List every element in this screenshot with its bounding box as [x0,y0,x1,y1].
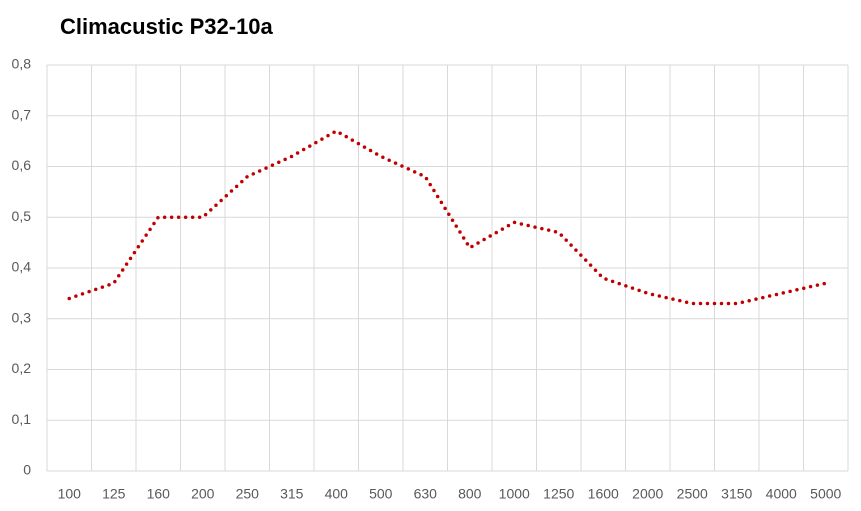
y-tick-label: 0,7 [12,106,32,122]
x-tick-label: 125 [102,486,126,502]
y-tick-label: 0,5 [12,208,32,224]
data-line [67,128,828,306]
y-tick-label: 0,2 [12,360,32,376]
y-tick-label: 0,3 [12,309,32,325]
x-tick-label: 2500 [677,486,708,502]
y-tick-label: 0 [23,462,31,478]
x-tick-label: 100 [58,486,82,502]
x-tick-label: 1600 [588,486,619,502]
x-tick-label: 4000 [766,486,797,502]
x-tick-label: 3150 [721,486,752,502]
y-tick-label: 0,1 [12,411,32,427]
x-tick-label: 2000 [632,486,663,502]
x-tick-label: 1000 [499,486,530,502]
y-tick-label: 0,4 [12,259,32,275]
x-tick-label: 400 [325,486,349,502]
chart-title: Climacustic P32-10a [60,14,274,39]
x-tick-label: 5000 [810,486,841,502]
y-tick-label: 0,8 [12,56,32,72]
x-tick-label: 630 [414,486,438,502]
x-tick-label: 1250 [543,486,574,502]
x-tick-label: 500 [369,486,393,502]
x-tick-label: 315 [280,486,304,502]
x-tick-label: 160 [147,486,171,502]
y-tick-label: 0,6 [12,157,32,173]
x-tick-label: 800 [458,486,482,502]
x-tick-label: 250 [236,486,260,502]
x-tick-label: 200 [191,486,215,502]
